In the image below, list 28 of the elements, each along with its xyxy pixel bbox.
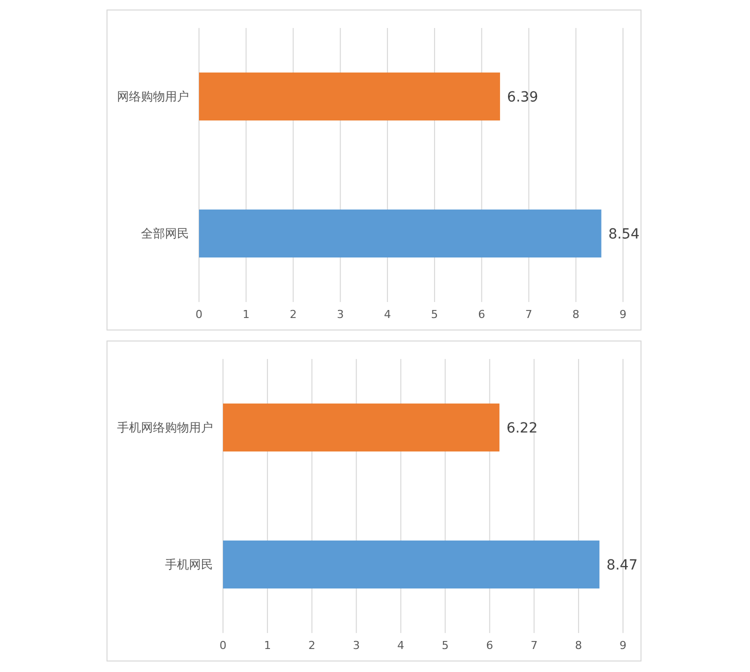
x-tick-label: 4 (384, 308, 391, 321)
x-tick-label: 8 (572, 308, 580, 321)
x-tick-label: 7 (530, 639, 538, 652)
data-label: 8.54 (608, 226, 640, 242)
data-label: 8.47 (606, 558, 638, 574)
x-tick-label: 3 (336, 308, 344, 321)
y-tick-label: 手机网络购物用户 (117, 420, 213, 434)
x-tick-label: 7 (525, 308, 532, 321)
data-label: 6.22 (506, 420, 538, 436)
x-tick-label: 2 (290, 308, 297, 321)
x-tick-label: 5 (431, 308, 438, 321)
data-label: 6.39 (507, 90, 538, 106)
x-tick-label: 9 (620, 639, 626, 652)
x-tick-label: 1 (264, 639, 271, 652)
y-tick-label: 网络购物用户 (117, 90, 189, 104)
x-tick-label: 2 (308, 639, 316, 652)
x-tick-label: 1 (242, 308, 250, 321)
x-tick-label: 0 (220, 639, 226, 652)
x-tick-label: 0 (196, 308, 202, 321)
x-tick-label: 8 (575, 639, 582, 652)
y-tick-label: 全部网民 (141, 226, 189, 240)
x-tick-label: 3 (352, 639, 360, 652)
x-tick-label: 5 (442, 639, 449, 652)
x-tick-label: 6 (486, 639, 494, 652)
y-tick-label: 手机网民 (165, 558, 213, 572)
x-tick-label: 6 (478, 308, 486, 321)
x-tick-label: 9 (620, 308, 626, 321)
x-tick-label: 4 (397, 639, 404, 652)
